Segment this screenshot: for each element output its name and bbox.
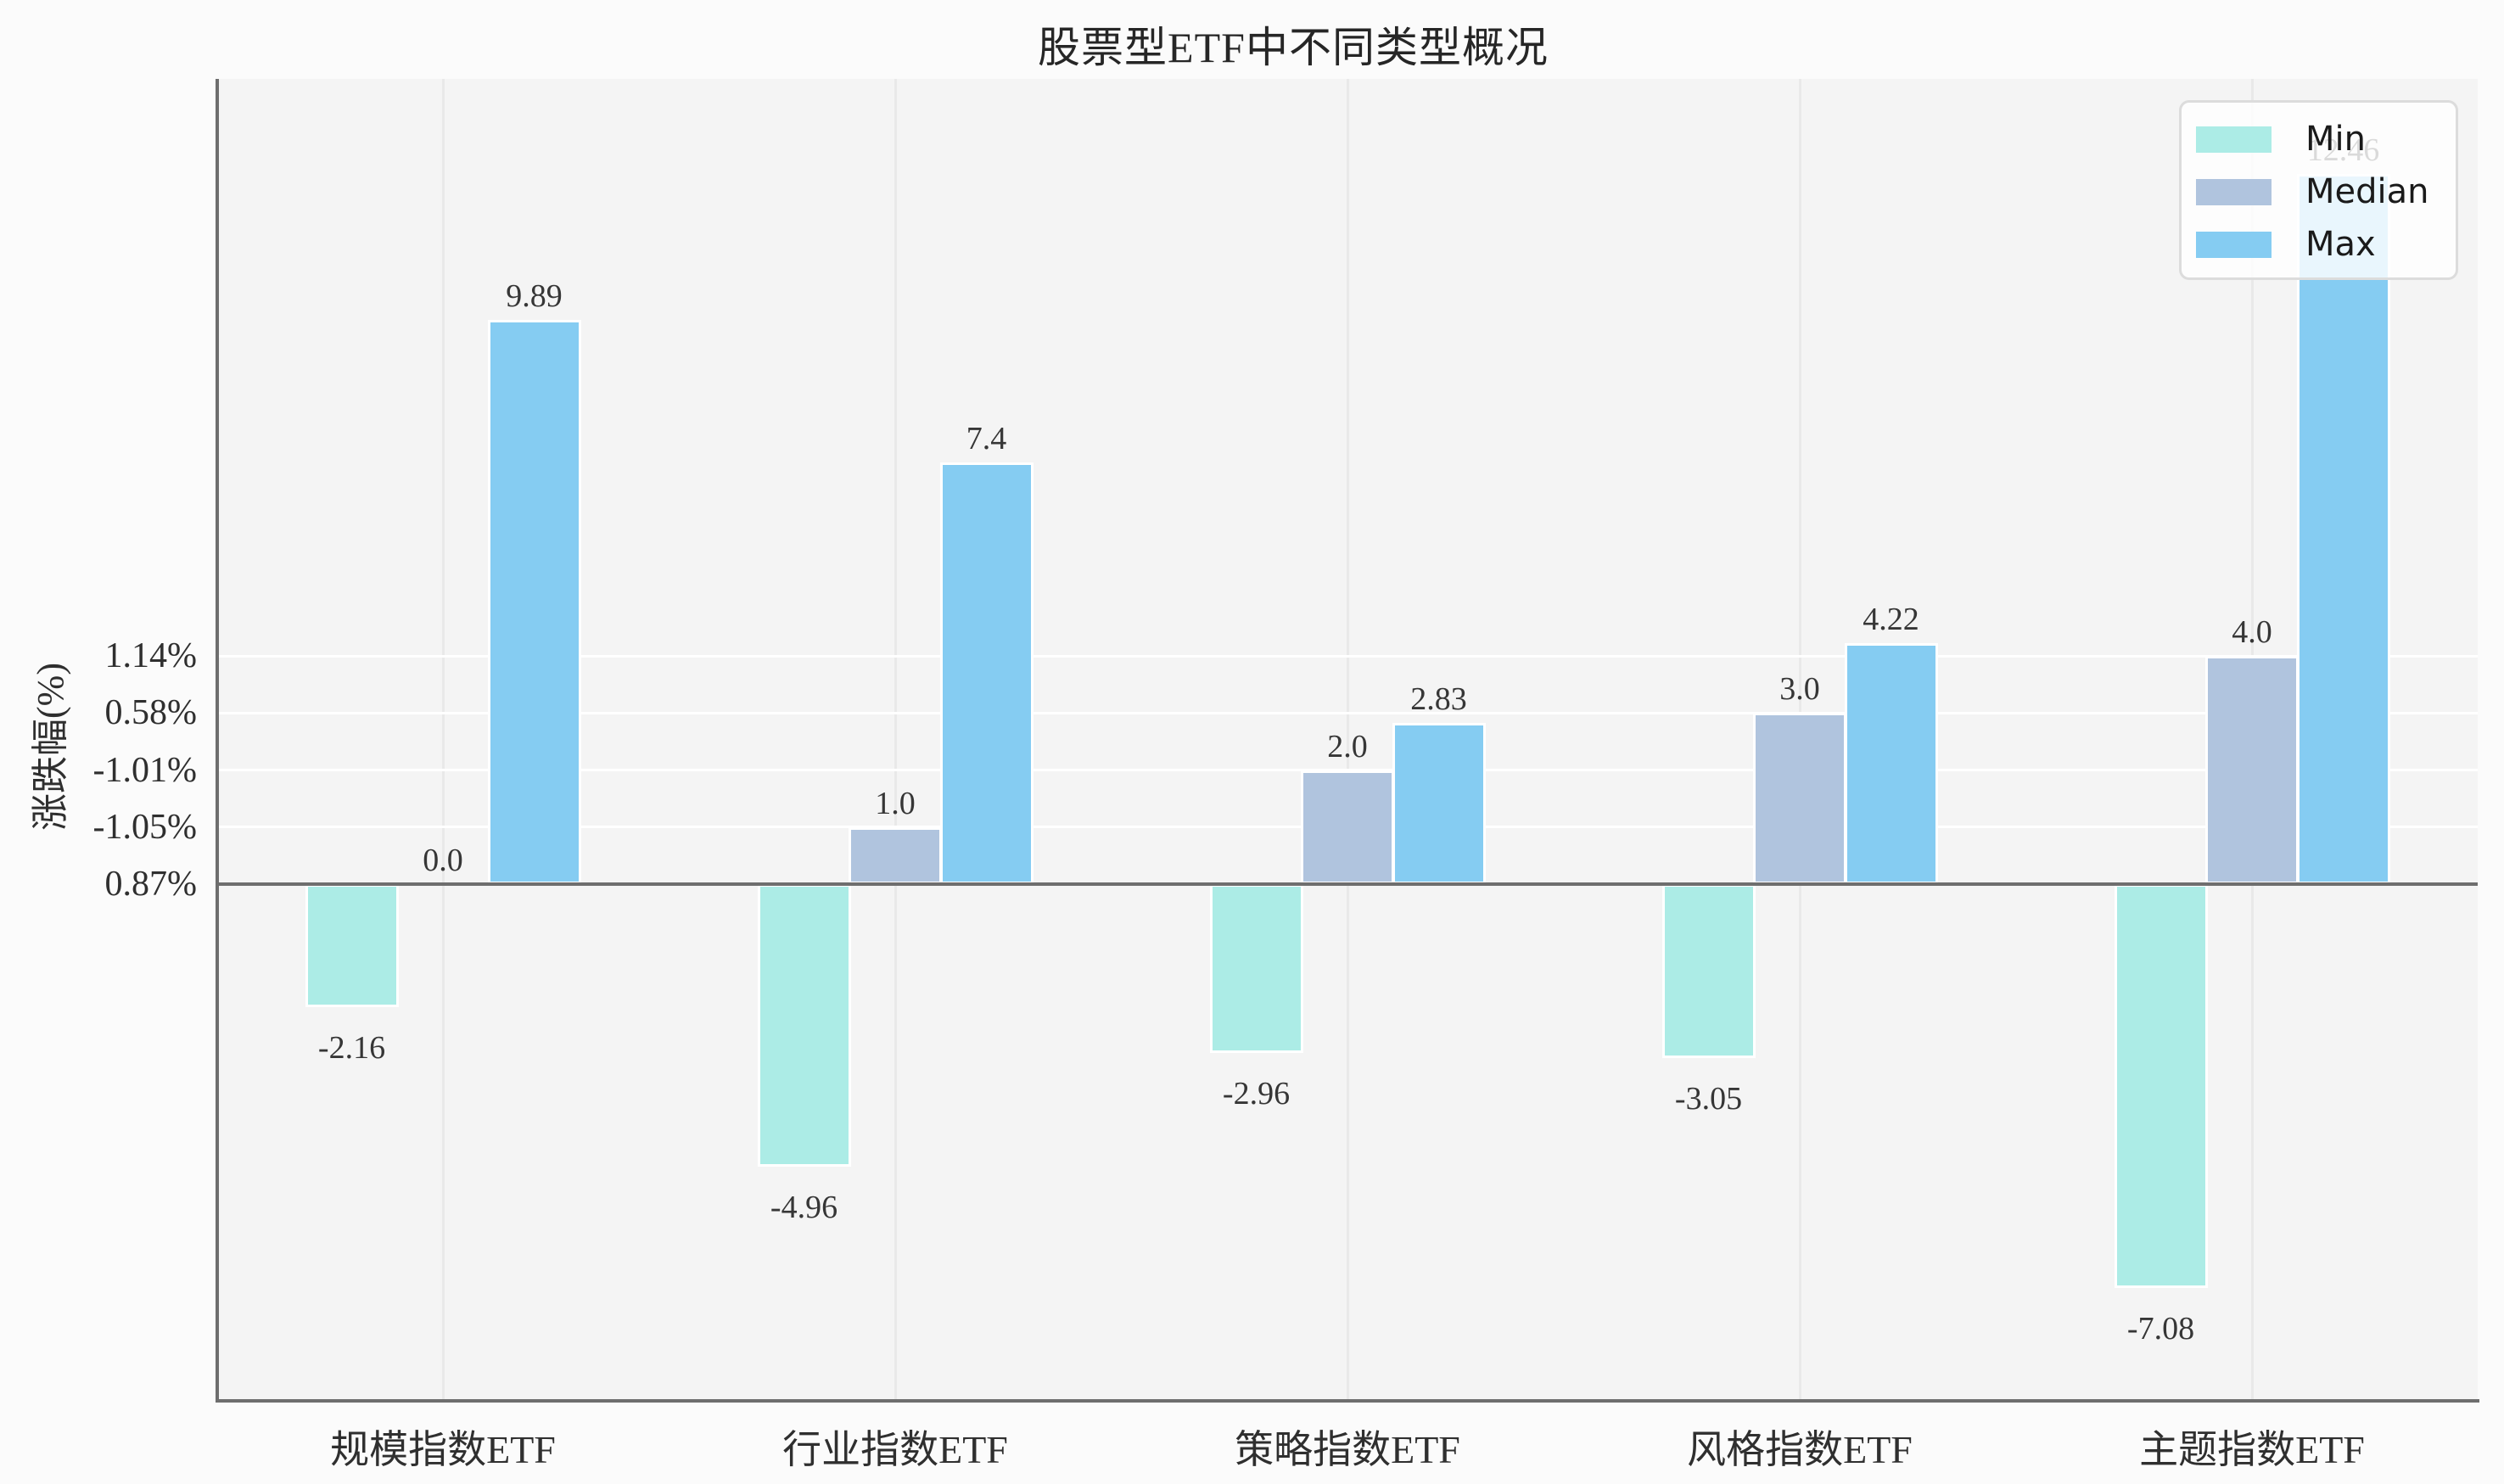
gridline-h: [217, 711, 2478, 714]
bar-value-label: -2.96: [1222, 1075, 1291, 1112]
y-tick-label: 1.14%: [104, 636, 198, 676]
gridline-v: [1346, 79, 1349, 1401]
y-tick-label: 0.58%: [104, 693, 198, 733]
legend-label-median: Median: [2305, 172, 2429, 211]
gridline-h: [217, 654, 2478, 658]
gridline-v: [893, 79, 897, 1401]
bar-value-label: -2.16: [317, 1030, 386, 1067]
bar-min-2: [1209, 884, 1303, 1053]
x-tick-label: 主题指数ETF: [2139, 1428, 2365, 1471]
bottom-spine: [216, 1399, 2479, 1403]
bar-value-label: 3.0: [1779, 671, 1820, 708]
bar-max-3: [1844, 643, 1938, 884]
legend-label-max: Max: [2305, 225, 2376, 264]
bar-min-3: [1661, 884, 1756, 1058]
bar-median-2: [1301, 770, 1394, 884]
bar-median-3: [1753, 713, 1846, 884]
bar-value-label: -3.05: [1674, 1080, 1743, 1117]
bar-value-label: 7.4: [966, 420, 1007, 456]
bar-median-4: [2205, 656, 2299, 884]
x-tick-label: 风格指数ETF: [1687, 1428, 1913, 1471]
y-tick-label: -1.01%: [92, 750, 197, 790]
bar-value-label: 1.0: [875, 785, 916, 821]
zero-baseline: [217, 882, 2478, 886]
median-swatch: [2196, 178, 2272, 205]
bar-value-label: 9.89: [506, 278, 563, 315]
bar-min-0: [305, 884, 399, 1008]
x-tick-label: 行业指数ETF: [782, 1428, 1008, 1471]
x-tick-label: 规模指数ETF: [330, 1428, 556, 1471]
max-swatch: [2196, 231, 2272, 258]
bar-max-4: [2296, 173, 2390, 884]
bar-min-1: [757, 884, 851, 1168]
bar-value-label: 4.0: [2232, 614, 2272, 651]
gridline-v: [441, 79, 445, 1401]
legend-item-median: Median: [2182, 165, 2456, 218]
bar-value-label: 2.83: [1410, 680, 1467, 717]
bar-max-2: [1392, 722, 1486, 884]
bar-value-label: 2.0: [1327, 728, 1368, 764]
bar-max-1: [939, 462, 1034, 884]
bar-value-label: 0.0: [423, 843, 463, 878]
bar-value-label: 4.22: [1863, 602, 1919, 638]
bar-median-1: [849, 826, 942, 884]
bar-min-4: [2114, 884, 2208, 1288]
min-swatch: [2196, 126, 2272, 153]
bar-value-label: -4.96: [770, 1190, 838, 1226]
y-tick-label: -1.05%: [92, 807, 197, 847]
left-spine: [216, 79, 219, 1401]
legend: Min Median Max: [2179, 100, 2458, 280]
y-tick-label: 0.87%: [104, 865, 198, 904]
legend-label-min: Min: [2305, 120, 2366, 159]
chart-title: 股票型ETF中不同类型概况: [1038, 24, 1549, 71]
x-tick-label: 策略指数ETF: [1235, 1428, 1460, 1471]
legend-item-max: Max: [2182, 218, 2456, 271]
legend-item-min: Min: [2182, 113, 2456, 165]
bar-max-0: [487, 320, 581, 884]
bar-value-label: -7.08: [2126, 1310, 2195, 1347]
